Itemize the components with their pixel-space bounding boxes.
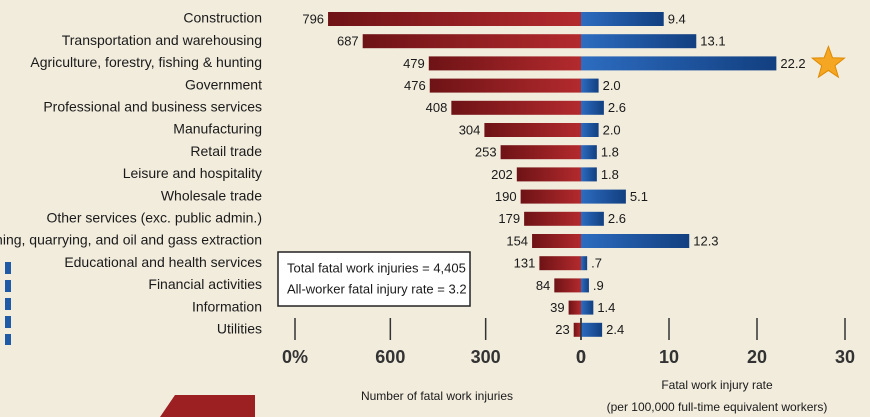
bar — [524, 212, 581, 226]
value-label: 9.4 — [668, 11, 686, 26]
value-label: 253 — [475, 145, 497, 160]
category-label: Information — [192, 298, 262, 314]
category-label: Manufacturing — [173, 121, 262, 137]
bar — [517, 167, 581, 181]
value-label: 5.1 — [630, 189, 648, 204]
value-label: 476 — [404, 78, 426, 93]
category-label: Professional and business services — [43, 99, 262, 115]
category-label: Financial activities — [148, 276, 262, 292]
category-label: Mining, quarrying, and oil and gass extr… — [0, 232, 262, 248]
bar — [581, 301, 593, 315]
category-label: Government — [185, 76, 262, 92]
bar — [581, 79, 599, 93]
bar — [581, 12, 664, 26]
category-label: Retail trade — [190, 143, 262, 159]
x-tick-label: 30 — [835, 347, 855, 367]
x-tick-label: 300 — [471, 347, 501, 367]
bar — [569, 301, 581, 315]
bar — [554, 278, 581, 292]
bar — [581, 212, 604, 226]
decoration — [160, 395, 255, 417]
value-label: 304 — [459, 122, 481, 137]
bar — [581, 234, 689, 248]
x-tick-label: 10 — [659, 347, 679, 367]
axis-label: Fatal work injury rate — [661, 378, 773, 392]
bar — [581, 323, 602, 337]
bar — [539, 256, 581, 270]
value-label: 479 — [403, 56, 425, 71]
category-label: Construction — [183, 10, 262, 26]
x-tick-label: 20 — [747, 347, 767, 367]
bar — [581, 56, 776, 70]
value-label: 2.0 — [603, 78, 621, 93]
bar — [581, 256, 587, 270]
x-tick-label: 0 — [576, 347, 586, 367]
category-label: Utilities — [217, 321, 262, 337]
bar — [451, 101, 581, 115]
value-label: 190 — [495, 189, 517, 204]
value-label: 1.8 — [601, 145, 619, 160]
category-label: Leisure and hospitality — [123, 165, 262, 181]
axis-label: Number of fatal work injuries — [361, 389, 513, 403]
annotation: All-worker fatal injury rate = 3.2 — [287, 281, 467, 296]
bar — [581, 123, 599, 137]
bar — [501, 145, 581, 159]
annotation: Total fatal work injuries = 4,405 — [287, 260, 466, 275]
value-label: 84 — [536, 278, 550, 293]
bar — [581, 278, 589, 292]
value-label: 2.0 — [603, 122, 621, 137]
bar — [521, 190, 581, 204]
x-tick-label: 600 — [375, 347, 405, 367]
category-label: Agriculture, forestry, fishing & hunting — [30, 54, 262, 70]
chart: Total fatal work injuries = 4,405 All-wo… — [0, 0, 870, 417]
bar — [532, 234, 581, 248]
value-label: 796 — [302, 11, 324, 26]
value-label: .7 — [591, 256, 602, 271]
value-label: 13.1 — [700, 34, 725, 49]
value-label: 202 — [491, 167, 513, 182]
category-label: Educational and health services — [64, 254, 262, 270]
value-label: 154 — [506, 233, 528, 248]
value-label: 12.3 — [693, 233, 718, 248]
bar — [328, 12, 581, 26]
bar — [581, 101, 604, 115]
bar — [581, 34, 696, 48]
axis-label: (per 100,000 full-time equivalent worker… — [607, 400, 828, 414]
x-tick-label: 0% — [282, 347, 308, 367]
category-label: Other services (exc. public admin.) — [46, 210, 262, 226]
category-label: Wholesale trade — [161, 187, 262, 203]
bar — [484, 123, 581, 137]
value-label: 179 — [498, 211, 520, 226]
value-label: 2.4 — [606, 322, 624, 337]
value-label: 2.6 — [608, 211, 626, 226]
value-label: 408 — [426, 100, 448, 115]
value-label: 23 — [555, 322, 569, 337]
bar — [430, 79, 581, 93]
category-label: Transportation and warehousing — [62, 32, 262, 48]
bar — [581, 190, 626, 204]
bar — [581, 145, 597, 159]
bar — [574, 323, 581, 337]
value-label: 1.4 — [597, 300, 615, 315]
value-label: 1.8 — [601, 167, 619, 182]
bar — [363, 34, 581, 48]
value-label: 39 — [550, 300, 564, 315]
value-label: .9 — [593, 278, 604, 293]
value-label: 131 — [514, 256, 536, 271]
value-label: 687 — [337, 34, 359, 49]
value-label: 2.6 — [608, 100, 626, 115]
value-label: 22.2 — [780, 56, 805, 71]
bar — [581, 167, 597, 181]
bar — [429, 56, 581, 70]
